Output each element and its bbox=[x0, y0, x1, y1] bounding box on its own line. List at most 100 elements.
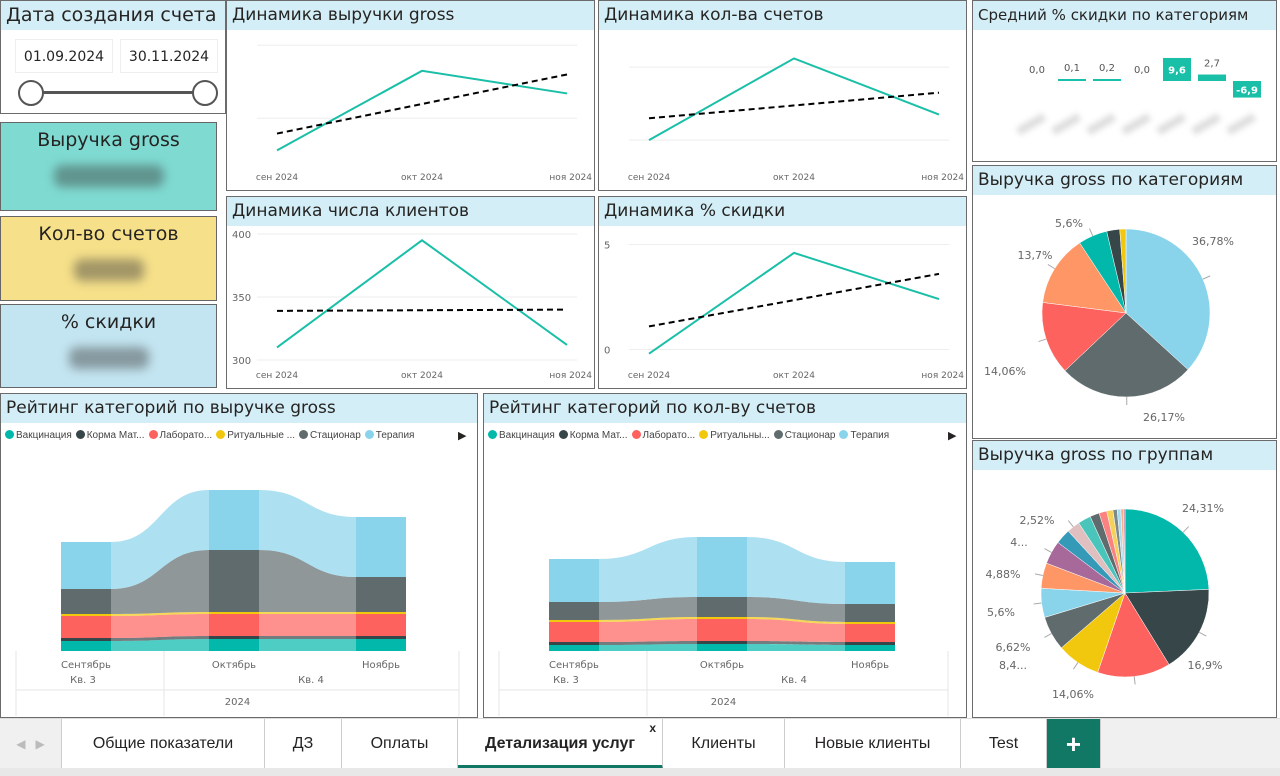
x-tick-label: окт 2024 bbox=[773, 173, 815, 183]
bar bbox=[1233, 81, 1261, 98]
tab-payments[interactable]: Оплаты bbox=[342, 719, 458, 769]
date-slicer: Дата создания счета 01.09.2024 30.11.202… bbox=[0, 0, 226, 114]
axis-label-blurred bbox=[1121, 113, 1152, 136]
legend-item[interactable]: Вакцинация bbox=[5, 430, 72, 441]
ribbon-bar-segment bbox=[549, 620, 599, 622]
slider-handle-start[interactable] bbox=[18, 80, 44, 106]
slider-handle-end[interactable] bbox=[192, 80, 218, 106]
tab-service-details[interactable]: Детализация услуг x bbox=[458, 719, 663, 769]
chart-legend: Вакцинация Корма Мат... Лаборато... Ритуаль… bbox=[488, 430, 889, 441]
ribbon bbox=[747, 617, 845, 624]
legend-label: Лаборато... bbox=[159, 430, 213, 441]
legend-dot bbox=[839, 430, 849, 439]
ribbon bbox=[111, 550, 209, 614]
date-to-input[interactable]: 30.11.2024 bbox=[120, 39, 218, 73]
tab-scroll-arrows[interactable]: ◀ ▶ bbox=[0, 719, 62, 769]
axis-label-blurred bbox=[1051, 113, 1082, 136]
legend-item[interactable]: Ритуальные ... bbox=[216, 430, 295, 441]
trend-line bbox=[276, 73, 568, 135]
ribbon-bar-segment bbox=[845, 642, 895, 645]
legend-label: Стационар bbox=[784, 430, 836, 441]
legend-dot bbox=[299, 430, 309, 439]
legend-label: Ритуальны... bbox=[710, 430, 770, 441]
kpi-discount-card: % скидки bbox=[0, 304, 217, 388]
tab-test[interactable]: Test bbox=[961, 719, 1047, 769]
kpi-revenue-card: Выручка gross bbox=[0, 122, 217, 211]
ribbon-bar-segment bbox=[697, 619, 747, 641]
chart-title: Динамика числа клиентов bbox=[227, 197, 594, 226]
ribbon-bar-segment bbox=[209, 614, 259, 636]
add-tab-button[interactable]: + bbox=[1047, 719, 1101, 769]
legend-item[interactable]: Ритуальны... bbox=[699, 430, 770, 441]
ribbon bbox=[111, 614, 209, 638]
legend-dot bbox=[5, 430, 14, 439]
data-label: 5,6% bbox=[987, 606, 1015, 619]
ribbon-bar-segment bbox=[845, 562, 895, 604]
x-month-label: Сентябрь bbox=[61, 660, 111, 671]
legend-item[interactable]: Лаборато... bbox=[631, 430, 696, 441]
pie-slice bbox=[1119, 228, 1127, 314]
kpi-label: % скидки bbox=[60, 311, 157, 333]
leader-line bbox=[1089, 228, 1094, 237]
legend-label: Ритуальные ... bbox=[227, 430, 296, 441]
ribbon bbox=[747, 641, 845, 645]
invoices-dynamics-chart: Динамика кол-ва счетов сен 2024 окт 2024 но… bbox=[598, 0, 967, 191]
date-from-input[interactable]: 01.09.2024 bbox=[15, 39, 113, 73]
trend-line bbox=[648, 272, 940, 328]
close-tab-icon[interactable]: x bbox=[649, 721, 656, 735]
axis-label-blurred bbox=[1156, 113, 1187, 136]
data-line bbox=[648, 57, 940, 141]
chart-title: Динамика выручки gross bbox=[227, 1, 594, 30]
ribbon bbox=[599, 617, 697, 622]
clients-dynamics-chart: Динамика числа клиентов 300 350 400 сен 2024… bbox=[226, 196, 595, 389]
ribbon bbox=[599, 597, 697, 620]
legend-label: Корма Мат... bbox=[86, 430, 145, 441]
ribbon bbox=[599, 641, 697, 645]
bar bbox=[1163, 57, 1191, 81]
tab-clients[interactable]: Клиенты bbox=[663, 719, 785, 769]
pie-slice bbox=[1124, 508, 1210, 594]
pie-slice bbox=[1064, 312, 1189, 398]
data-label: 2,7 bbox=[1204, 59, 1220, 70]
tab-receivables[interactable]: ДЗ bbox=[265, 719, 342, 769]
x-quarter-label: Кв. 3 bbox=[70, 675, 96, 686]
x-month-label: Октябрь bbox=[700, 660, 744, 671]
leader-line bbox=[1182, 526, 1189, 533]
legend-item[interactable]: Вакцинация bbox=[488, 430, 555, 441]
data-line bbox=[276, 239, 568, 349]
ribbon-bar-segment bbox=[697, 641, 747, 644]
ribbon-bar-segment bbox=[61, 638, 111, 641]
y-tick-label: 300 bbox=[232, 356, 251, 367]
axis-label-blurred bbox=[1016, 113, 1047, 136]
legend-item[interactable]: Корма Мат... bbox=[558, 430, 628, 441]
legend-item[interactable]: Корма Мат... bbox=[75, 430, 145, 441]
x-quarter-label: Кв. 4 bbox=[781, 675, 807, 686]
leader-line bbox=[1133, 676, 1136, 685]
ribbon-bar-segment bbox=[697, 597, 747, 617]
data-label: 2,52% bbox=[1020, 514, 1055, 527]
x-tick-label: окт 2024 bbox=[401, 173, 443, 183]
ribbon-bar-segment bbox=[61, 542, 111, 589]
x-tick-label: сен 2024 bbox=[628, 173, 670, 183]
legend-next-arrow[interactable]: ▶ bbox=[458, 429, 467, 442]
status-bar bbox=[0, 768, 1280, 776]
legend-item[interactable]: Стационар bbox=[299, 430, 361, 441]
legend-next-arrow[interactable]: ▶ bbox=[948, 429, 957, 442]
ribbon-bar-segment bbox=[697, 617, 747, 619]
ribbon-bar-segment bbox=[549, 559, 599, 602]
ribbon-bar-segment bbox=[61, 614, 111, 616]
ribbon-bar-segment bbox=[209, 612, 259, 614]
legend-label: Лаборато... bbox=[642, 430, 696, 441]
legend-item[interactable]: Терапия bbox=[839, 430, 889, 441]
legend-label: Терапия bbox=[375, 430, 415, 441]
legend-item[interactable]: Терапия bbox=[364, 430, 415, 441]
ribbon-bar-segment bbox=[697, 537, 747, 597]
tab-new-clients[interactable]: Новые клиенты bbox=[785, 719, 961, 769]
tab-general[interactable]: Общие показатели bbox=[62, 719, 265, 769]
ribbon-bar-segment bbox=[209, 636, 259, 639]
legend-item[interactable]: Стационар bbox=[773, 430, 836, 441]
legend-label: Стационар bbox=[310, 430, 361, 441]
legend-item[interactable]: Лаборато... bbox=[148, 430, 213, 441]
ribbon-bar-segment bbox=[845, 645, 895, 651]
x-month-label: Ноябрь bbox=[362, 660, 400, 671]
